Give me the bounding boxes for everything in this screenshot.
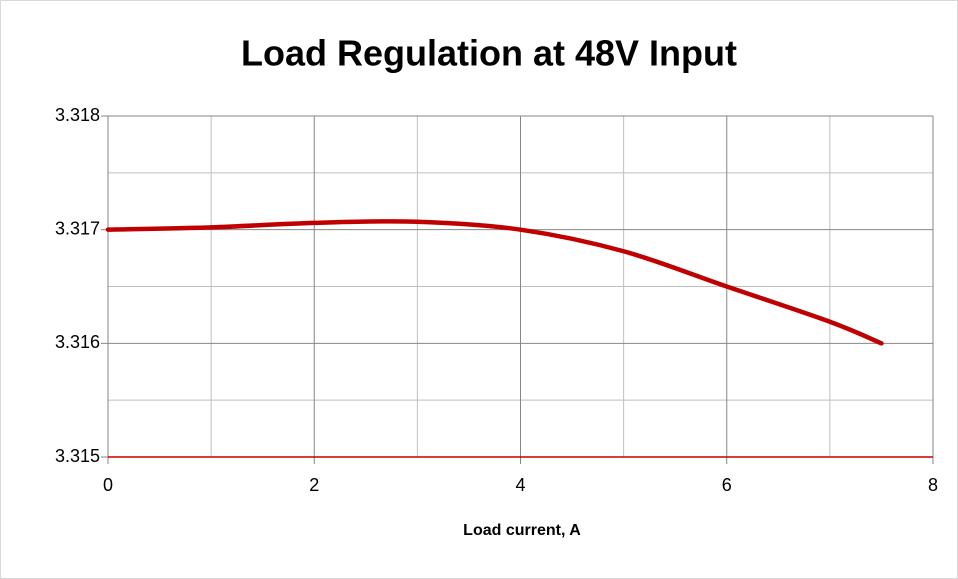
x-tick-label: 6 bbox=[722, 475, 732, 495]
x-tick-label: 4 bbox=[515, 475, 525, 495]
y-tick-label: 3.316 bbox=[55, 332, 100, 352]
x-axis-label: Load current, A bbox=[463, 522, 581, 539]
series-line bbox=[105, 219, 884, 346]
y-tick-label: 3.318 bbox=[55, 105, 100, 125]
chart-title: Load Regulation at 48V Input bbox=[241, 33, 737, 74]
y-tick-label: 3.315 bbox=[55, 446, 100, 466]
x-tick-label: 2 bbox=[309, 475, 319, 495]
x-tick-label: 8 bbox=[928, 475, 938, 495]
x-tick-label: 0 bbox=[103, 475, 113, 495]
y-tick-label: 3.317 bbox=[55, 218, 100, 238]
